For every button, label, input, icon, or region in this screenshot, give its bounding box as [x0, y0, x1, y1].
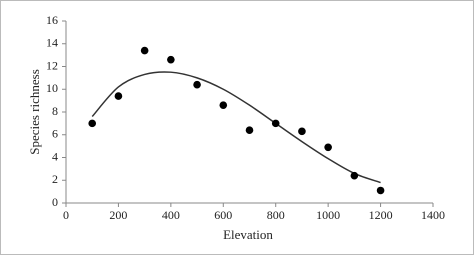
data-point	[350, 171, 359, 180]
y-tick-label: 2	[52, 172, 58, 186]
y-tick-label: 8	[52, 104, 58, 118]
x-tick-label: 800	[267, 208, 285, 222]
x-tick-label: 400	[162, 208, 180, 222]
y-axis-label: Species richness	[27, 69, 42, 155]
data-point	[114, 92, 123, 100]
y-tick-label: 10	[46, 81, 58, 95]
x-tick-label: 1400	[421, 208, 445, 222]
data-point	[167, 55, 175, 64]
x-tick-label: 1200	[369, 208, 393, 222]
y-tick-label: 4	[52, 149, 58, 163]
data-point	[271, 119, 280, 128]
x-axis-label: Elevation	[223, 227, 273, 242]
data-point	[245, 126, 254, 134]
x-tick-label: 600	[214, 208, 232, 222]
data-point	[193, 80, 201, 89]
y-tick-label: 6	[52, 127, 58, 141]
data-point	[376, 186, 385, 195]
x-tick-label: 0	[63, 208, 69, 222]
data-point	[298, 127, 306, 136]
x-tick-label: 200	[109, 208, 127, 222]
y-tick-label: 16	[46, 13, 58, 27]
data-point	[219, 101, 228, 109]
data-point	[140, 46, 149, 55]
data-point	[324, 143, 332, 152]
x-tick-label: 1000	[316, 208, 340, 222]
y-tick-label: 12	[46, 58, 58, 72]
y-tick-label: 0	[52, 195, 58, 209]
data-point	[88, 119, 97, 128]
y-tick-label: 14	[46, 36, 58, 50]
trend-line	[91, 71, 381, 184]
